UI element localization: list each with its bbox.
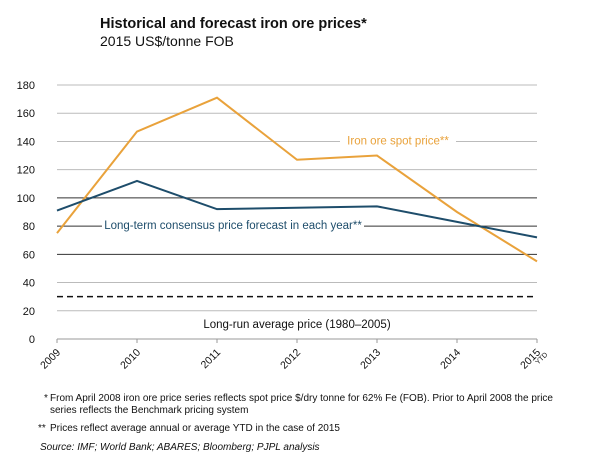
x-tick-label: 2013 <box>358 347 383 372</box>
y-tick-label: 160 <box>17 108 35 120</box>
footnote-marker: ** <box>38 423 46 434</box>
spot-price-label-bg <box>340 133 456 148</box>
source-note: Source: IMF; World Bank; ABARES; Bloombe… <box>40 442 320 453</box>
consensus-label-bg <box>102 218 364 233</box>
x-tick-label: 2010 <box>118 347 143 372</box>
y-tick-label: 100 <box>17 193 35 205</box>
reference-line-label-bg <box>199 316 395 331</box>
line-chart: 0 20 40 60 80 100 120 140 160 180 2009 2010 2011 2012… <box>17 80 550 372</box>
footnote-marker: * <box>44 393 48 404</box>
y-tick-label: 180 <box>17 80 35 92</box>
consensus-label: Long-term consensus price forecast in ea… <box>104 220 362 232</box>
y-tick-label: 40 <box>23 278 35 290</box>
chart-title: Historical and forecast iron ore prices* <box>100 16 367 32</box>
x-tick-label: 2011 <box>199 347 224 372</box>
y-tick-label: 140 <box>17 136 35 148</box>
y-tick-label: 20 <box>23 306 35 318</box>
y-tick-label: 0 <box>29 334 35 346</box>
y-tick-label: 60 <box>23 249 35 261</box>
reference-line-label: Long-run average price (1980–2005) <box>203 319 390 331</box>
series-line-spot <box>56 96 538 263</box>
chart-subtitle: 2015 US$/tonne FOB <box>100 33 234 49</box>
footnote-1: From April 2008 iron ore price series re… <box>50 393 553 416</box>
spot-price-label: Iron ore spot price** <box>347 135 449 147</box>
y-tick-label: 80 <box>23 221 35 233</box>
x-tick-label: 2009 <box>38 347 63 372</box>
footnote-2: Prices reflect average annual or average… <box>50 423 340 434</box>
x-tick-label: 2012 <box>278 347 303 372</box>
y-tick-label: 120 <box>17 165 35 177</box>
x-tick-label: 2014 <box>438 347 463 372</box>
